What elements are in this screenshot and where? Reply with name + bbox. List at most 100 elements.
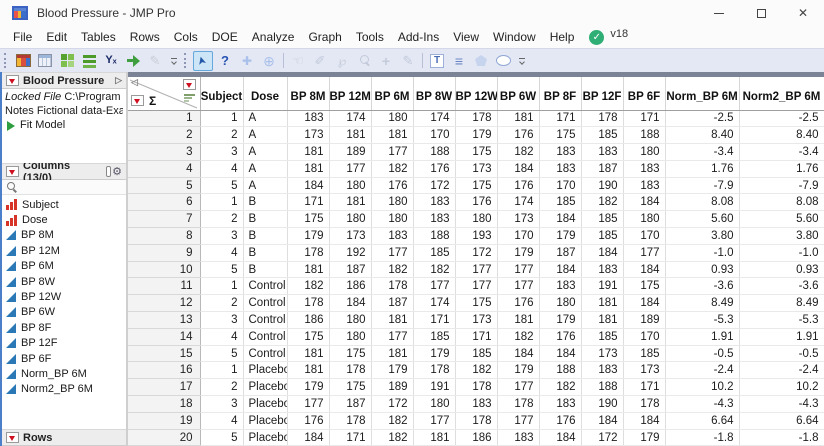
cell-bp-8w[interactable]: 181 bbox=[413, 429, 456, 446]
cell-dose[interactable]: B bbox=[243, 227, 288, 245]
cell-subject[interactable]: 3 bbox=[200, 311, 244, 329]
cell-bp-6f[interactable]: 177 bbox=[623, 244, 666, 262]
cell-norm-bp-6m[interactable]: 1.76 bbox=[665, 160, 740, 178]
cell-dose[interactable]: A bbox=[243, 160, 288, 178]
cell-dose[interactable]: A bbox=[243, 126, 288, 145]
cell-bp-12f[interactable]: 181 bbox=[581, 311, 624, 329]
cell-bp-12m[interactable]: 175 bbox=[329, 345, 372, 363]
rows-red-triangle-icon[interactable] bbox=[131, 94, 144, 106]
cell-norm-bp-6m[interactable]: 8.40 bbox=[665, 126, 740, 145]
cell-bp-6f[interactable]: 184 bbox=[623, 193, 666, 212]
cell-bp-12m[interactable]: 177 bbox=[329, 160, 372, 178]
cell-dose[interactable]: Placebo bbox=[243, 429, 288, 446]
cell-bp-8m[interactable]: 178 bbox=[287, 294, 330, 313]
column-header-bp-6f[interactable]: BP 6F bbox=[623, 77, 666, 111]
cell-norm-bp-6m[interactable]: -0.5 bbox=[665, 345, 740, 363]
cell-bp-12m[interactable]: 178 bbox=[329, 412, 372, 430]
move-icon-button[interactable] bbox=[237, 51, 257, 71]
cell-bp-12f[interactable]: 183 bbox=[581, 143, 624, 161]
cell-bp-6f[interactable]: 175 bbox=[623, 277, 666, 296]
cell-bp-6w[interactable]: 177 bbox=[497, 378, 540, 397]
cell-bp-12w[interactable]: 173 bbox=[455, 160, 498, 178]
cell-bp-6w[interactable]: 176 bbox=[497, 294, 540, 313]
cell-norm2-bp-6m[interactable]: 6.64 bbox=[739, 412, 824, 430]
row-number-cell[interactable]: 19 bbox=[128, 412, 201, 430]
zoom-icon-button[interactable] bbox=[354, 51, 374, 71]
cell-bp-8f[interactable]: 176 bbox=[539, 328, 582, 346]
cell-bp-8m[interactable]: 184 bbox=[287, 177, 330, 195]
menu-view[interactable]: View bbox=[453, 30, 479, 44]
cell-dose[interactable]: Placebo bbox=[243, 378, 288, 397]
cell-bp-6w[interactable]: 178 bbox=[497, 395, 540, 413]
brush-icon-button[interactable] bbox=[310, 51, 330, 71]
cell-bp-12w[interactable]: 179 bbox=[455, 126, 498, 145]
column-item-norm2-bp-6m[interactable]: Norm2_BP 6M bbox=[2, 382, 126, 397]
cell-bp-8m[interactable]: 181 bbox=[287, 345, 330, 363]
cell-dose[interactable]: Placebo bbox=[243, 395, 288, 413]
cell-bp-12f[interactable]: 182 bbox=[581, 193, 624, 212]
cell-bp-6f[interactable]: 184 bbox=[623, 294, 666, 313]
cell-bp-6m[interactable]: 178 bbox=[371, 277, 414, 296]
menu-tables[interactable]: Tables bbox=[81, 30, 116, 44]
cell-norm2-bp-6m[interactable]: -1.0 bbox=[739, 244, 824, 262]
cell-bp-8f[interactable]: 180 bbox=[539, 294, 582, 313]
column-item-norm-bp-6m[interactable]: Norm_BP 6M bbox=[2, 366, 126, 381]
cell-bp-6m[interactable]: 181 bbox=[371, 126, 414, 145]
cell-bp-12w[interactable]: 175 bbox=[455, 294, 498, 313]
cell-bp-6f[interactable]: 183 bbox=[623, 160, 666, 178]
cell-dose[interactable]: Control bbox=[243, 328, 288, 346]
cell-bp-6m[interactable]: 179 bbox=[371, 361, 414, 380]
update-check-icon[interactable]: ✓ bbox=[589, 29, 605, 45]
cell-dose[interactable]: Control bbox=[243, 311, 288, 329]
cell-bp-8w[interactable]: 174 bbox=[413, 294, 456, 313]
cell-bp-8f[interactable]: 175 bbox=[539, 126, 582, 145]
column-header-bp-6m[interactable]: BP 6M bbox=[371, 77, 414, 111]
cell-bp-6f[interactable]: 170 bbox=[623, 328, 666, 346]
cell-bp-12w[interactable]: 193 bbox=[455, 227, 498, 245]
cell-norm-bp-6m[interactable]: 1.91 bbox=[665, 328, 740, 346]
cell-norm-bp-6m[interactable]: 6.64 bbox=[665, 412, 740, 430]
cell-bp-12w[interactable]: 185 bbox=[455, 345, 498, 363]
cell-bp-12m[interactable]: 180 bbox=[329, 311, 372, 329]
cell-dose[interactable]: A bbox=[243, 110, 288, 128]
cell-bp-8f[interactable]: 183 bbox=[539, 395, 582, 413]
cell-subject[interactable]: 3 bbox=[200, 227, 244, 245]
cell-bp-6m[interactable]: 180 bbox=[371, 110, 414, 128]
cell-subject[interactable]: 5 bbox=[200, 261, 244, 279]
cell-norm-bp-6m[interactable]: -7.9 bbox=[665, 177, 740, 195]
cell-bp-12f[interactable]: 183 bbox=[581, 261, 624, 279]
menu-tools[interactable]: Tools bbox=[355, 30, 384, 44]
cell-norm-bp-6m[interactable]: 8.49 bbox=[665, 294, 740, 313]
data-table-icon-button[interactable] bbox=[13, 51, 33, 71]
cell-bp-6w[interactable]: 176 bbox=[497, 126, 540, 145]
menu-add-ins[interactable]: Add-Ins bbox=[397, 30, 440, 44]
cell-bp-12f[interactable]: 172 bbox=[581, 429, 624, 446]
cell-bp-8m[interactable]: 171 bbox=[287, 193, 330, 212]
cell-bp-8w[interactable]: 178 bbox=[413, 361, 456, 380]
cell-bp-8m[interactable]: 181 bbox=[287, 143, 330, 161]
cell-bp-6w[interactable]: 184 bbox=[497, 160, 540, 178]
row-number-cell[interactable]: 10 bbox=[128, 261, 201, 279]
cell-bp-8f[interactable]: 171 bbox=[539, 110, 582, 128]
cell-bp-6m[interactable]: 172 bbox=[371, 395, 414, 413]
cell-bp-12f[interactable]: 183 bbox=[581, 361, 624, 380]
cell-norm-bp-6m[interactable]: -2.5 bbox=[665, 110, 740, 128]
cell-bp-8w[interactable]: 176 bbox=[413, 160, 456, 178]
column-header-bp-8m[interactable]: BP 8M bbox=[287, 77, 330, 111]
cell-bp-6m[interactable]: 177 bbox=[371, 143, 414, 161]
menu-doe[interactable]: DOE bbox=[211, 30, 238, 44]
menu-cols[interactable]: Cols bbox=[173, 30, 198, 44]
cell-subject[interactable]: 2 bbox=[200, 294, 244, 313]
cell-bp-12f[interactable]: 185 bbox=[581, 328, 624, 346]
cell-dose[interactable]: A bbox=[243, 177, 288, 195]
cell-bp-12f[interactable]: 184 bbox=[581, 412, 624, 430]
column-header-bp-12m[interactable]: BP 12M bbox=[329, 77, 372, 111]
cell-subject[interactable]: 5 bbox=[200, 177, 244, 195]
cell-bp-6w[interactable]: 170 bbox=[497, 227, 540, 245]
cell-bp-8m[interactable]: 186 bbox=[287, 311, 330, 329]
cell-bp-6m[interactable]: 189 bbox=[371, 378, 414, 397]
minimize-button[interactable] bbox=[698, 0, 740, 26]
cell-bp-8w[interactable]: 179 bbox=[413, 345, 456, 363]
column-header-norm-bp-6m[interactable]: Norm_BP 6M bbox=[665, 77, 740, 111]
cell-norm-bp-6m[interactable]: -5.3 bbox=[665, 311, 740, 329]
